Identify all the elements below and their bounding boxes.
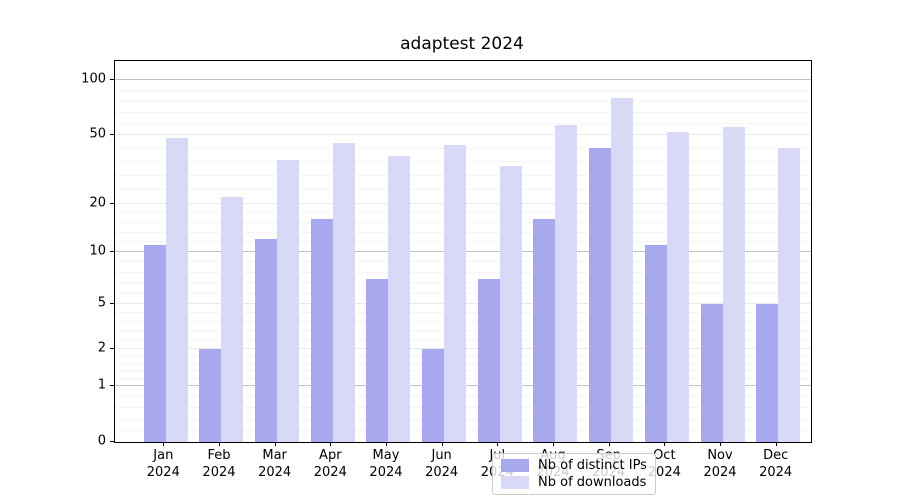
bar-downloads-mar [277, 159, 300, 442]
x-tick-mark [330, 442, 332, 446]
x-tick-mark [552, 442, 554, 446]
legend: Nb of distinct IPs Nb of downloads [492, 453, 656, 495]
minor-gridline [115, 112, 811, 113]
bar-distinct-ips-jan [143, 245, 166, 442]
x-tick-label-dec: Dec 2024 [759, 448, 793, 480]
bar-downloads-jun [444, 144, 467, 442]
y-tick-label-50: 50 [89, 126, 106, 142]
bar-distinct-ips-nov [700, 304, 723, 442]
x-tick-label-apr: Apr 2024 [313, 448, 347, 480]
y-tick-mark [110, 250, 114, 252]
x-tick-label-may: May 2024 [369, 448, 403, 480]
legend-swatch-distinct-ips [501, 459, 529, 472]
x-tick-mark [385, 442, 387, 446]
x-tick-mark [775, 442, 777, 446]
x-tick-mark [497, 442, 499, 446]
plot-area: Nb of distinct IPs Nb of downloads [114, 60, 812, 495]
gridline-y-100 [115, 79, 811, 81]
y-tick-mark [110, 441, 114, 442]
y-tick-label-1: 1 [97, 377, 106, 393]
bar-downloads-apr [332, 142, 355, 442]
x-tick-mark [664, 442, 666, 446]
bar-downloads-jan [165, 138, 188, 442]
x-tick-mark [163, 442, 165, 446]
y-tick-label-10: 10 [89, 243, 106, 259]
legend-label-distinct-ips: Nb of distinct IPs [538, 458, 647, 473]
y-tick-mark [110, 303, 114, 305]
x-tick-mark [441, 442, 443, 446]
bar-distinct-ips-jun [422, 349, 445, 442]
y-tick-mark [110, 133, 114, 135]
minor-gridline [115, 90, 811, 92]
gridline-y-50 [115, 134, 811, 135]
y-tick-label-2: 2 [97, 340, 106, 356]
bar-downloads-nov [722, 127, 745, 442]
x-tick-label-mar: Mar 2024 [258, 448, 292, 480]
bar-distinct-ips-jul [477, 278, 500, 442]
bar-downloads-sep [611, 97, 634, 442]
legend-item-downloads: Nb of downloads [501, 475, 647, 490]
y-tick-label-0: 0 [97, 433, 106, 449]
y-tick-mark [110, 79, 114, 80]
legend-label-downloads: Nb of downloads [538, 475, 647, 490]
bar-downloads-oct [666, 131, 689, 442]
bar-downloads-may [388, 155, 411, 442]
bar-distinct-ips-oct [644, 245, 667, 442]
bar-distinct-ips-dec [756, 304, 779, 442]
x-tick-label-feb: Feb 2024 [202, 448, 236, 480]
y-tick-label-20: 20 [89, 195, 106, 211]
legend-item-distinct-ips: Nb of distinct IPs [501, 458, 647, 473]
bar-distinct-ips-apr [310, 219, 333, 442]
x-tick-label-oct: Oct 2024 [647, 448, 681, 480]
x-tick-label-jan: Jan 2024 [146, 448, 180, 480]
bar-distinct-ips-mar [255, 239, 278, 442]
minor-gridline [115, 101, 811, 103]
minor-gridline [115, 123, 811, 124]
bar-distinct-ips-aug [533, 219, 556, 442]
bar-downloads-feb [221, 196, 244, 442]
y-tick-label-5: 5 [97, 295, 106, 311]
bar-distinct-ips-may [366, 278, 389, 442]
y-tick-mark [110, 384, 114, 386]
bar-downloads-dec [778, 148, 801, 442]
bar-downloads-aug [555, 124, 578, 442]
x-tick-label-jun: Jun 2024 [425, 448, 459, 480]
bar-distinct-ips-feb [199, 349, 222, 442]
x-tick-mark [218, 442, 220, 446]
legend-swatch-downloads [501, 476, 529, 489]
bar-downloads-jul [499, 166, 522, 442]
x-tick-label-nov: Nov 2024 [703, 448, 737, 480]
bar-distinct-ips-sep [589, 148, 612, 442]
x-tick-mark [274, 442, 276, 446]
x-tick-mark [720, 442, 721, 446]
y-tick-mark [110, 202, 114, 204]
y-tick-mark [110, 348, 114, 350]
chart-title: adaptest 2024 [400, 34, 524, 54]
y-tick-label-100: 100 [81, 71, 106, 87]
x-tick-mark [608, 442, 610, 446]
